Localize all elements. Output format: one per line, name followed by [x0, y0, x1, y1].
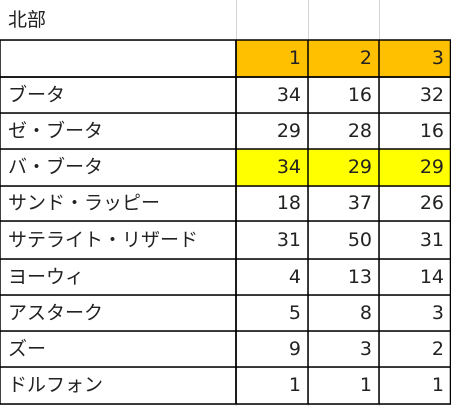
- table-cell[interactable]: 3: [359, 337, 372, 360]
- table-cell[interactable]: 16: [347, 83, 372, 106]
- row-label[interactable]: ズー: [8, 337, 47, 360]
- table-cell[interactable]: 8: [359, 301, 372, 324]
- row-label[interactable]: ヨーウィ: [8, 265, 85, 288]
- table-cell[interactable]: 13: [347, 265, 372, 288]
- sheet-title-cell[interactable]: 北部: [8, 8, 47, 31]
- table-cell[interactable]: 32: [419, 83, 444, 106]
- table-cell[interactable]: 31: [276, 228, 301, 251]
- header-blank-cell[interactable]: [0, 40, 236, 77]
- column-header-3[interactable]: 3: [379, 40, 451, 77]
- table-cell[interactable]: 1: [431, 374, 444, 396]
- row-label[interactable]: ブータ: [8, 83, 66, 106]
- table-cell[interactable]: 18: [276, 192, 301, 214]
- row-label[interactable]: バ・ブータ: [8, 156, 104, 178]
- table-cell[interactable]: 37: [347, 192, 372, 214]
- table-cell[interactable]: 29: [276, 119, 301, 142]
- table-cell[interactable]: 9: [288, 337, 301, 360]
- table-cell[interactable]: 14: [419, 265, 444, 288]
- table-cell[interactable]: 4: [288, 265, 301, 288]
- table-cell[interactable]: 2: [431, 337, 444, 360]
- row-label[interactable]: アスターク: [8, 301, 104, 324]
- row-label[interactable]: ゼ・ブータ: [8, 119, 104, 142]
- table-cell[interactable]: 3: [431, 301, 444, 324]
- table-cell[interactable]: 16: [419, 119, 444, 142]
- column-header-2[interactable]: 2: [308, 40, 379, 77]
- row-label[interactable]: ドルフォン: [8, 374, 104, 396]
- gridline-horizontal: [0, 404, 451, 405]
- table-cell[interactable]: 34: [276, 83, 301, 106]
- table-cell[interactable]: 31: [419, 228, 444, 251]
- table-cell[interactable]: 50: [347, 228, 372, 251]
- table-cell[interactable]: 29: [308, 149, 379, 186]
- table-cell[interactable]: 29: [379, 149, 451, 186]
- row-label[interactable]: サテライト・リザード: [8, 228, 199, 251]
- table-cell[interactable]: 26: [419, 192, 444, 214]
- table-cell[interactable]: 34: [236, 149, 308, 186]
- table-cell[interactable]: 28: [347, 119, 372, 142]
- table-cell[interactable]: 1: [359, 374, 372, 396]
- table-cell[interactable]: 1: [288, 374, 301, 396]
- column-header-1[interactable]: 1: [236, 40, 308, 77]
- row-label[interactable]: サンド・ラッピー: [8, 192, 161, 214]
- table-cell[interactable]: 5: [288, 301, 301, 324]
